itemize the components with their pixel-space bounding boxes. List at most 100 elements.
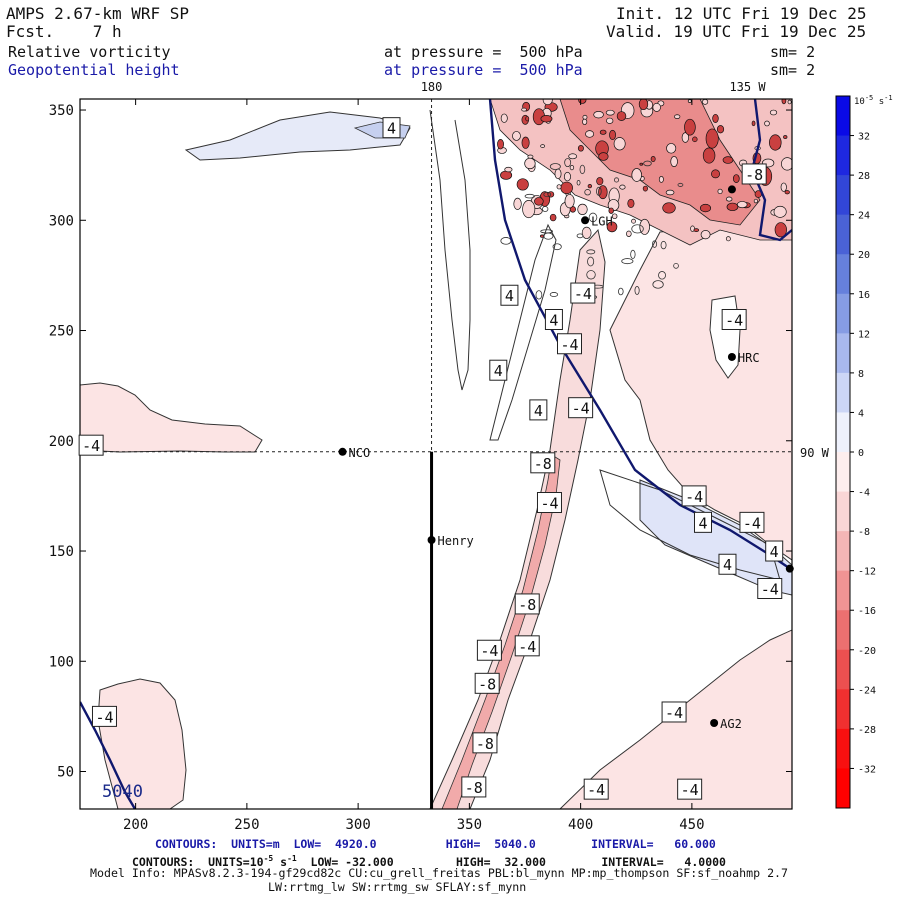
vorticity-cell — [616, 111, 627, 121]
field1-smoothing: sm= 2 — [770, 43, 816, 61]
contour-label-box — [472, 732, 498, 754]
vorticity-cell — [662, 202, 676, 214]
vorticity-cell — [549, 213, 557, 222]
vorticity-contour-small — [643, 160, 652, 167]
colorbar-bin — [836, 610, 850, 651]
vorticity-cell — [598, 152, 609, 161]
vorticity-cell — [687, 99, 692, 103]
station-markers: NCO Henry HRC AG2 LGH — [338, 185, 794, 731]
vorticity-cell — [699, 203, 712, 213]
vorticity-cell — [658, 176, 664, 183]
vorticity-cell — [631, 168, 642, 182]
contour-label-box — [474, 672, 500, 694]
vorticity-cell — [769, 134, 782, 151]
field1-name: Relative vorticity — [8, 43, 171, 61]
contour-label: 4 — [549, 311, 558, 329]
colorbar-bin — [836, 768, 850, 809]
vorticity-cell — [613, 137, 626, 151]
vorticity-cell — [751, 120, 756, 127]
x-tick-label: 200 — [123, 817, 148, 833]
x-tick-label: 400 — [568, 817, 593, 833]
contour-label: 4 — [387, 120, 396, 138]
vorticity-cell — [577, 145, 584, 152]
vorticity-cell — [684, 118, 696, 136]
contour-label-box — [681, 485, 707, 507]
vorticity-cell — [500, 113, 508, 123]
vorticity-cell — [587, 184, 593, 189]
vorticity-cell — [784, 190, 790, 195]
contour-label: -4 — [681, 781, 699, 799]
vorticity-cell — [726, 202, 739, 212]
contour-label-box — [489, 359, 508, 381]
colorbar-label: 32 — [858, 132, 870, 143]
vorticity-cell — [670, 156, 678, 167]
height-contour-info: CONTOURS: UNITS=m LOW= 4920.0 HIGH= 5040… — [155, 837, 716, 851]
colorbar-unit: 10-5 s-1 — [854, 94, 893, 107]
vorticity-cell — [524, 157, 536, 170]
contour-label-box — [514, 635, 540, 657]
contour-label-box — [476, 639, 502, 661]
model-physics-info: LW:rrtmg_lw SW:rrtmg_sw SFLAY:sf_mynn — [268, 880, 527, 894]
contour-label-box — [739, 511, 765, 533]
vorticity-cell — [700, 230, 711, 240]
contour-label: -4 — [572, 400, 590, 418]
contour-label-box — [721, 308, 747, 330]
forecast-hour: Fcst. 7 h — [6, 22, 122, 41]
vorticity-contour-small — [576, 233, 584, 239]
vorticity-cell — [773, 205, 787, 218]
height-contour-label: 5040 — [102, 782, 143, 802]
station-marker — [727, 352, 736, 361]
vorticity-contour-small — [552, 243, 562, 251]
vorticity-cell — [639, 162, 644, 166]
y-axis: 50 100 150 200 250 300 350 — [49, 103, 792, 781]
colorbar: 32 28 24 20 16 12 8 4 0 -4 -8 -12 -16 -20 -24 -28 -32 10-… — [835, 94, 893, 809]
colorbar-label: -28 — [858, 725, 876, 736]
vorticity-cell — [593, 111, 604, 119]
vorticity-contour-small — [535, 290, 543, 300]
vorticity-cell — [606, 117, 614, 124]
station-marker — [581, 216, 590, 225]
colorbar-label: 24 — [858, 211, 870, 222]
vorticity-cell — [540, 114, 553, 123]
vorticity-contour-small — [660, 240, 667, 250]
vorticity-cell — [702, 147, 716, 164]
y-tick-label: 50 — [57, 765, 74, 781]
vorticity-cell — [582, 118, 588, 125]
vorticity-cell — [725, 236, 731, 242]
x-axis: 200 250 300 350 400 450 — [123, 99, 705, 833]
x-tick-label: 450 — [679, 817, 704, 833]
vorticity-cell — [581, 226, 592, 239]
vorticity-cell — [783, 135, 788, 139]
y-tick-label: 100 — [49, 654, 74, 670]
vorticity-cell — [681, 132, 690, 143]
vorticity-contour-small — [618, 287, 624, 296]
vorticity-cell — [716, 125, 725, 134]
vorticity-contour-small — [634, 286, 640, 295]
vorticity-contour-small — [584, 189, 591, 196]
vorticity-cell — [516, 178, 529, 191]
vorticity-contour-small — [652, 240, 658, 248]
parallel-label: 90 W — [800, 446, 830, 460]
colorbar-label: 20 — [858, 250, 870, 261]
colorbar-label: -8 — [858, 527, 870, 538]
colorbar-label: 16 — [858, 290, 870, 301]
vorticity-cell — [666, 143, 677, 154]
vorticity-cell — [692, 136, 698, 143]
contour-label-box — [677, 778, 703, 800]
station-label: HRC — [738, 351, 760, 365]
vorticity-cell — [780, 182, 787, 192]
contour-label-box — [661, 701, 687, 723]
vorticity-cell — [626, 230, 632, 237]
vorticity-contour-small — [586, 270, 596, 280]
colorbar-bin — [836, 214, 850, 255]
field2-smoothing: sm= 2 — [770, 61, 816, 79]
colorbar-label: -4 — [858, 488, 870, 499]
station-marker — [338, 447, 347, 456]
x-tick-label: 350 — [457, 817, 482, 833]
colorbar-label: -12 — [858, 567, 876, 578]
vorticity-cell — [534, 197, 544, 206]
contour-label-box — [529, 399, 548, 421]
vorticity-contour-small — [652, 280, 664, 289]
colorbar-bin — [836, 372, 850, 413]
